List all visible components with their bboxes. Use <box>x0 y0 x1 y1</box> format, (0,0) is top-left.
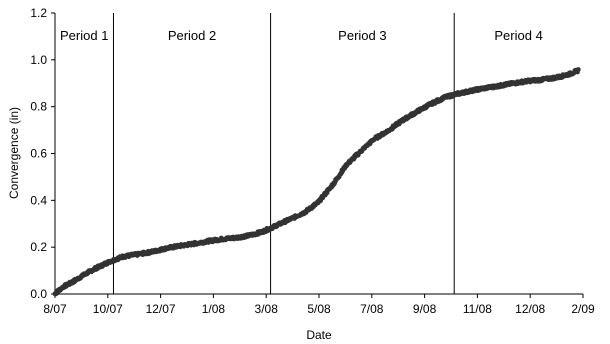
y-axis-ticks: 0.0 0.2 0.4 0.6 0.8 1.0 1.2 <box>30 6 55 301</box>
x-tick-label: 8/07 <box>43 302 67 316</box>
y-axis-title: Convergence (in) <box>7 107 21 199</box>
x-tick-label: 1/08 <box>202 302 226 316</box>
period-label: Period 3 <box>338 28 386 43</box>
period-label: Period 2 <box>168 28 216 43</box>
y-tick-label: 0.8 <box>30 100 47 114</box>
x-tick-label: 3/08 <box>255 302 279 316</box>
period-labels: Period 1 Period 2 Period 3 Period 4 <box>60 28 543 43</box>
x-tick-label: 12/08 <box>515 302 545 316</box>
y-tick-label: 1.2 <box>30 6 47 20</box>
data-point <box>576 67 581 72</box>
x-tick-label: 11/08 <box>463 302 492 316</box>
y-tick-label: 0.2 <box>30 240 47 254</box>
x-tick-label: 5/08 <box>307 302 331 316</box>
period-boundaries <box>112 13 455 294</box>
x-axis-ticks: 8/07 10/07 12/07 1/08 3/08 5/08 7/08 9/08 11/08 1… <box>43 294 595 316</box>
x-tick-label: 7/08 <box>360 302 384 316</box>
x-tick-label: 12/07 <box>146 302 176 316</box>
y-tick-label: 0.0 <box>30 287 47 301</box>
data-points <box>52 67 581 297</box>
period-label: Period 4 <box>494 28 542 43</box>
x-axis-title: Date <box>306 328 332 342</box>
period-label: Period 1 <box>60 28 108 43</box>
x-tick-label: 2/09 <box>571 302 595 316</box>
y-tick-label: 0.4 <box>30 193 47 207</box>
x-tick-label: 9/08 <box>413 302 437 316</box>
y-tick-label: 0.6 <box>30 147 47 161</box>
y-tick-label: 1.0 <box>30 53 47 67</box>
x-tick-label: 10/07 <box>93 302 123 316</box>
